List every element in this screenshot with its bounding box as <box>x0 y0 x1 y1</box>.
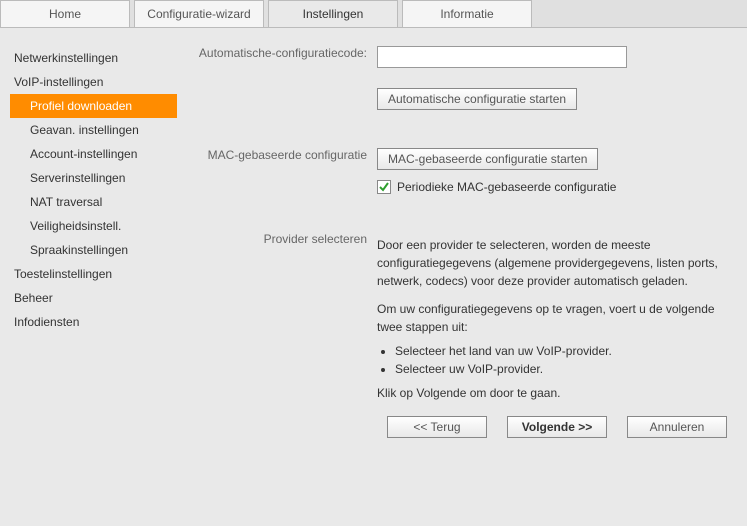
sidebar-item-spraakinstellingen[interactable]: Spraakinstellingen <box>10 238 177 262</box>
sidebar-item-toestelinstellingen[interactable]: Toestelinstellingen <box>10 262 177 286</box>
mac-config-label: MAC-gebaseerde configuratie <box>177 148 377 194</box>
cancel-button[interactable]: Annuleren <box>627 416 727 438</box>
next-button[interactable]: Volgende >> <box>507 416 607 438</box>
sidebar-item-geavan-instellingen[interactable]: Geavan. instellingen <box>10 118 177 142</box>
auto-config-code-input[interactable] <box>377 46 627 68</box>
periodic-mac-checkbox[interactable] <box>377 180 391 194</box>
tab-configuratie-wizard[interactable]: Configuratie-wizard <box>134 0 264 27</box>
sidebar-item-infodiensten[interactable]: Infodiensten <box>10 310 177 334</box>
content-panel: Automatische-configuratiecode: Automatis… <box>177 28 747 526</box>
provider-bullet-0: Selecteer het land van uw VoIP-provider. <box>395 342 727 360</box>
provider-paragraph-2: Om uw configuratiegegevens op te vragen,… <box>377 300 727 336</box>
start-mac-config-button[interactable]: MAC-gebaseerde configuratie starten <box>377 148 598 170</box>
sidebar-item-voip-instellingen[interactable]: VoIP-instellingen <box>10 70 177 94</box>
provider-paragraph-1: Door een provider te selecteren, worden … <box>377 236 727 290</box>
sidebar-item-account-instellingen[interactable]: Account-instellingen <box>10 142 177 166</box>
sidebar-item-profiel-downloaden[interactable]: Profiel downloaden <box>10 94 177 118</box>
sidebar: NetwerkinstellingenVoIP-instellingenProf… <box>0 28 177 526</box>
tab-home[interactable]: Home <box>0 0 130 27</box>
start-auto-config-button[interactable]: Automatische configuratie starten <box>377 88 577 110</box>
provider-paragraph-3: Klik op Volgende om door te gaan. <box>377 384 727 402</box>
tab-bar: HomeConfiguratie-wizardInstellingenInfor… <box>0 0 747 28</box>
back-button[interactable]: << Terug <box>387 416 487 438</box>
sidebar-item-nat-traversal[interactable]: NAT traversal <box>10 190 177 214</box>
auto-config-code-label: Automatische-configuratiecode: <box>177 46 377 68</box>
provider-bullet-1: Selecteer uw VoIP-provider. <box>395 360 727 378</box>
provider-bullet-list: Selecteer het land van uw VoIP-provider.… <box>395 342 727 378</box>
sidebar-item-beheer[interactable]: Beheer <box>10 286 177 310</box>
tab-instellingen[interactable]: Instellingen <box>268 0 398 27</box>
provider-select-label: Provider selecteren <box>177 232 377 402</box>
sidebar-item-veiligheidsinstell-[interactable]: Veiligheidsinstell. <box>10 214 177 238</box>
tab-informatie[interactable]: Informatie <box>402 0 532 27</box>
sidebar-item-serverinstellingen[interactable]: Serverinstellingen <box>10 166 177 190</box>
main-area: NetwerkinstellingenVoIP-instellingenProf… <box>0 28 747 526</box>
sidebar-item-netwerkinstellingen[interactable]: Netwerkinstellingen <box>10 46 177 70</box>
periodic-mac-checkbox-label: Periodieke MAC-gebaseerde configuratie <box>397 180 616 194</box>
